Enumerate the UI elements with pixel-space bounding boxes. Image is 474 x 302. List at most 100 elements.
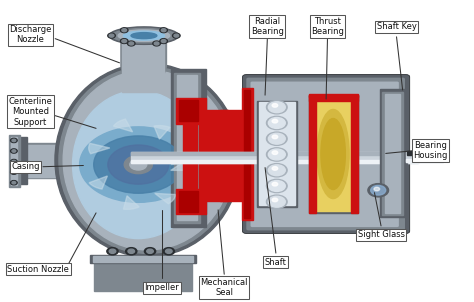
Circle shape [165, 249, 172, 253]
Circle shape [12, 171, 16, 173]
Bar [406, 159, 444, 162]
Bar [259, 102, 295, 205]
Wedge shape [123, 196, 139, 209]
Circle shape [272, 182, 278, 186]
Circle shape [266, 164, 287, 177]
FancyBboxPatch shape [243, 75, 410, 233]
Text: Mechanical
Seal: Mechanical Seal [201, 278, 248, 297]
Bar [177, 76, 197, 220]
Bar [220, 110, 242, 201]
Circle shape [268, 165, 285, 176]
Wedge shape [113, 119, 133, 132]
Ellipse shape [123, 31, 164, 40]
Bar [131, 152, 418, 155]
Bar [23, 145, 127, 177]
Bar [380, 89, 407, 217]
Bar [311, 97, 356, 211]
Circle shape [12, 182, 16, 184]
Bar [183, 107, 197, 204]
Text: Sight Glass: Sight Glass [357, 230, 404, 239]
Text: Casing: Casing [11, 162, 40, 171]
Circle shape [10, 181, 17, 185]
Circle shape [94, 136, 183, 193]
Bar [350, 95, 358, 213]
Bar [93, 256, 193, 262]
Circle shape [272, 167, 278, 170]
Circle shape [129, 42, 134, 45]
Circle shape [268, 133, 285, 144]
Bar [385, 94, 400, 213]
Circle shape [80, 127, 197, 202]
Circle shape [124, 156, 152, 174]
Circle shape [266, 148, 287, 161]
Circle shape [266, 101, 287, 114]
Ellipse shape [73, 91, 204, 239]
Bar [309, 95, 358, 213]
Bar [242, 88, 253, 220]
Circle shape [10, 159, 17, 164]
Bar [407, 151, 433, 155]
Circle shape [173, 33, 180, 38]
Polygon shape [121, 39, 166, 92]
Ellipse shape [118, 30, 170, 41]
Wedge shape [171, 153, 192, 165]
Circle shape [272, 104, 278, 107]
Bar [179, 191, 198, 212]
Circle shape [120, 28, 128, 33]
Circle shape [268, 102, 285, 113]
Circle shape [268, 117, 285, 128]
Ellipse shape [112, 28, 176, 43]
Text: Centerline
Mounted
Support: Centerline Mounted Support [9, 97, 52, 127]
Circle shape [160, 39, 167, 43]
Text: Shaft: Shaft [265, 258, 287, 267]
Circle shape [160, 28, 167, 33]
Bar [244, 90, 250, 218]
Wedge shape [155, 193, 176, 204]
Bar [122, 41, 164, 92]
Text: Radial
Bearing: Radial Bearing [251, 17, 284, 36]
Circle shape [272, 135, 278, 139]
Circle shape [374, 187, 380, 191]
Bar [406, 152, 444, 162]
Bar [309, 95, 316, 213]
Bar [179, 100, 198, 121]
Circle shape [368, 184, 389, 197]
Circle shape [174, 34, 179, 37]
Text: Suction Nozzle: Suction Nozzle [8, 265, 69, 274]
Circle shape [10, 138, 17, 143]
Circle shape [122, 29, 127, 32]
Text: Impeller: Impeller [145, 283, 179, 292]
Text: Discharge
Nozzle: Discharge Nozzle [9, 25, 52, 44]
Circle shape [161, 29, 166, 32]
Bar [10, 137, 17, 185]
FancyBboxPatch shape [251, 82, 399, 227]
Circle shape [272, 151, 278, 154]
Circle shape [266, 195, 287, 208]
Wedge shape [89, 143, 110, 154]
Text: Shaft Key: Shaft Key [377, 22, 417, 31]
Bar [131, 152, 418, 163]
Circle shape [161, 40, 166, 43]
Bar [9, 135, 19, 187]
Bar [176, 189, 206, 214]
Ellipse shape [131, 33, 157, 39]
Bar [383, 92, 403, 215]
Circle shape [154, 42, 159, 45]
Circle shape [12, 139, 16, 142]
Circle shape [272, 198, 278, 202]
Circle shape [128, 249, 135, 253]
Ellipse shape [59, 67, 237, 253]
Circle shape [268, 181, 285, 191]
Wedge shape [154, 126, 170, 139]
Circle shape [12, 160, 16, 163]
Circle shape [109, 34, 114, 37]
Circle shape [272, 119, 278, 123]
Bar [131, 160, 418, 163]
Circle shape [266, 116, 287, 130]
Text: Thrust
Bearing: Thrust Bearing [311, 17, 344, 36]
Bar [257, 101, 297, 207]
Circle shape [108, 33, 115, 38]
Ellipse shape [109, 27, 179, 44]
Wedge shape [171, 161, 192, 170]
Bar [15, 137, 27, 184]
